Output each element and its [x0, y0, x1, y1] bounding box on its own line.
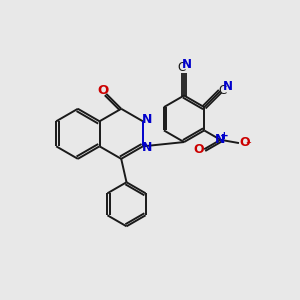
Text: O: O	[239, 136, 250, 149]
Text: N: N	[215, 133, 225, 146]
Text: C: C	[178, 61, 186, 74]
Text: O: O	[97, 84, 108, 97]
Text: C: C	[218, 84, 226, 97]
Text: N: N	[182, 58, 191, 71]
Text: +: +	[220, 131, 229, 141]
Text: N: N	[142, 141, 152, 154]
Text: ⁻: ⁻	[245, 140, 251, 150]
Text: O: O	[194, 143, 204, 156]
Text: N: N	[223, 80, 232, 93]
Text: N: N	[142, 113, 152, 126]
